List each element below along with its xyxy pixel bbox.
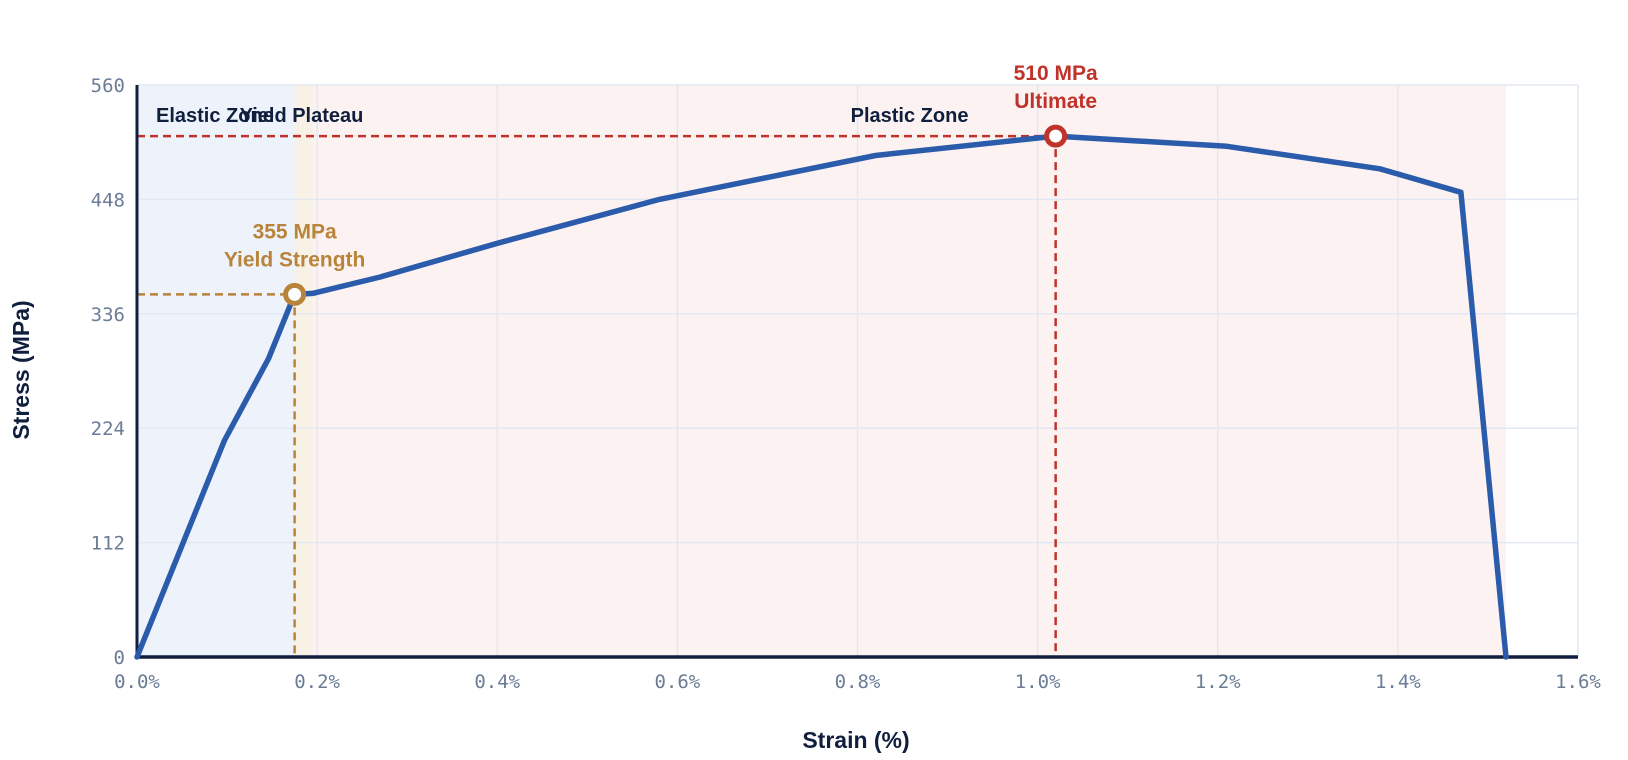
- zone-label-0: Elastic Zone: [156, 105, 274, 127]
- y-tick-label-5: 560: [91, 75, 125, 97]
- y-tick-label-2: 224: [91, 418, 125, 440]
- x-tick-label-8: 1.6%: [1555, 671, 1601, 693]
- x-tick-label-2: 0.4%: [474, 671, 520, 693]
- series-layer: [134, 133, 1509, 660]
- zone-band-2: [312, 85, 1506, 657]
- annotation-marker-0: [283, 282, 307, 306]
- annotation-value-0: 355 MPa: [253, 220, 337, 243]
- x-tick-label-6: 1.2%: [1195, 671, 1241, 693]
- reference-lines: [137, 134, 1057, 657]
- x-tick-label-0: 0.0%: [114, 671, 160, 693]
- y-tick-label-0: 0: [114, 647, 125, 669]
- x-tick-label-4: 0.8%: [835, 671, 881, 693]
- annotation-label-1: Ultimate: [1014, 90, 1097, 113]
- series-line-0: [134, 133, 1509, 660]
- annotations: 355 MPa Yield Strength 510 MPa Ultimate: [224, 62, 1098, 306]
- y-tick-label-1: 112: [91, 533, 125, 555]
- zone-label-1: Yield Plateau: [240, 105, 364, 127]
- y-tick-label-4: 448: [91, 189, 125, 211]
- x-tick-label-3: 0.6%: [654, 671, 700, 693]
- y-axis-title: Stress (MPa): [8, 300, 34, 439]
- annotation-label-0: Yield Strength: [224, 248, 366, 271]
- zone-band-0: [137, 85, 295, 657]
- axes: [135, 85, 1578, 659]
- x-tick-label-5: 1.0%: [1015, 671, 1061, 693]
- zone-label-2: Plastic Zone: [851, 105, 969, 127]
- annotation-marker-1: [1044, 124, 1068, 148]
- x-tick-label-7: 1.4%: [1375, 671, 1421, 693]
- zone-band-1: [294, 85, 313, 657]
- annotation-value-1: 510 MPa: [1014, 62, 1098, 85]
- y-tick-label-3: 336: [91, 304, 125, 326]
- tick-labels: 0.0% 0.2% 0.4% 0.6% 0.8% 1.0% 1.2% 1.4% 1.6% 0 112…: [91, 75, 1602, 693]
- zone-bands: [137, 85, 1506, 657]
- x-tick-label-1: 0.2%: [294, 671, 340, 693]
- x-axis-title: Strain (%): [802, 727, 909, 753]
